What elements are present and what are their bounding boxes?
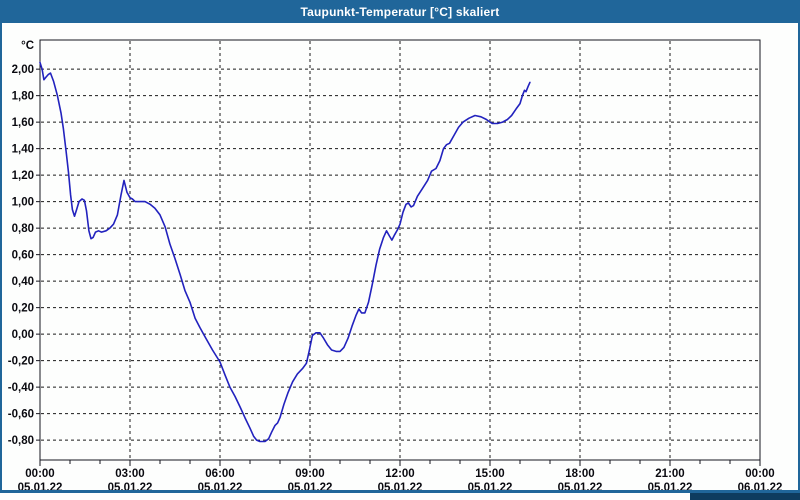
plot-border bbox=[39, 39, 761, 461]
x-tick-time-label: 03:00 bbox=[115, 468, 144, 480]
x-tick-time-label: 15:00 bbox=[475, 468, 504, 480]
y-tick-label: 1,00 bbox=[12, 197, 34, 209]
y-tick-label: -0,60 bbox=[8, 409, 34, 421]
y-tick-label: 0,40 bbox=[12, 276, 34, 288]
window-title-bar[interactable]: Taupunkt-Temperatur [°C] skaliert bbox=[0, 0, 800, 23]
x-tick-time-label: 00:00 bbox=[25, 468, 54, 480]
y-axis-unit-label: °C bbox=[21, 40, 34, 52]
y-tick-label: 1,60 bbox=[12, 117, 34, 129]
y-tick-label: 1,80 bbox=[12, 91, 34, 103]
window-border-right bbox=[798, 23, 800, 493]
window-bottom-right-edge bbox=[690, 493, 800, 500]
y-tick-label: -0,20 bbox=[8, 356, 34, 368]
y-tick-label: -0,40 bbox=[8, 382, 34, 394]
x-tick-time-label: 18:00 bbox=[565, 468, 594, 480]
x-tick-time-label: 09:00 bbox=[295, 468, 324, 480]
x-tick-time-label: 06:00 bbox=[205, 468, 234, 480]
x-tick-time-label: 12:00 bbox=[385, 468, 414, 480]
window-border-left bbox=[0, 23, 2, 493]
y-tick-label: 1,20 bbox=[12, 170, 34, 182]
x-tick-time-label: 21:00 bbox=[655, 468, 684, 480]
y-tick-label: -0,80 bbox=[8, 435, 34, 447]
y-tick-label: 0,60 bbox=[12, 250, 34, 262]
y-tick-label: 0,00 bbox=[12, 329, 34, 341]
y-tick-label: 2,00 bbox=[12, 64, 34, 76]
window-title: Taupunkt-Temperatur [°C] skaliert bbox=[300, 4, 500, 19]
y-tick-label: 0,80 bbox=[12, 223, 34, 235]
window-border-bottom bbox=[0, 490, 800, 493]
y-tick-label: 1,40 bbox=[12, 144, 34, 156]
x-tick-time-label: 00:00 bbox=[745, 468, 774, 480]
dewpoint-series-line bbox=[39, 61, 531, 443]
y-tick-label: 0,20 bbox=[12, 303, 34, 315]
